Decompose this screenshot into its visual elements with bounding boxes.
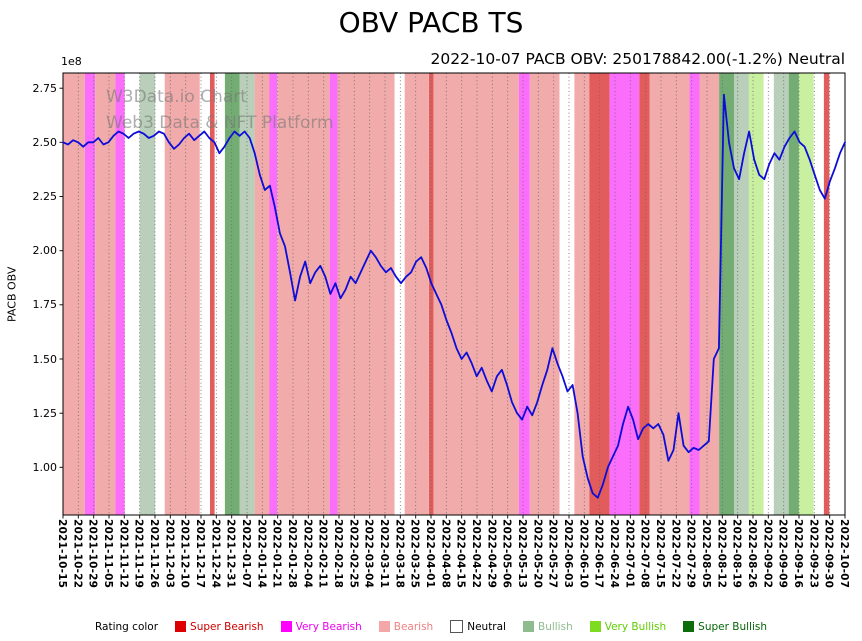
rating-band-very_bearish	[609, 73, 640, 515]
rating-band-neutral	[124, 73, 140, 515]
legend-swatch	[522, 621, 534, 632]
rating-band-very_bearish	[115, 73, 125, 515]
rating-band-bearish	[277, 73, 330, 515]
legend-item-very-bearish: Very Bearish	[280, 620, 362, 633]
rating-band-super_bearish	[589, 73, 610, 515]
legend-item-very-bullish: Very Bullish	[589, 620, 667, 633]
rating-band-super_bearish	[210, 73, 215, 515]
rating-band-neutral	[155, 73, 165, 515]
legend-item-label: Bearish	[393, 620, 434, 633]
rating-legend: Rating color Super Bearish Very Bearish Be…	[0, 620, 862, 633]
rating-band-super_bullish	[224, 73, 240, 515]
rating-band-bearish	[529, 73, 560, 515]
rating-band-super_bearish	[639, 73, 650, 515]
legend-swatch	[589, 621, 601, 632]
rating-band-very_bearish	[518, 73, 530, 515]
legend-item-neutral: Neutral	[450, 620, 506, 633]
chart-subtitle: 2022-10-07 PACB OBV: 250178842.00(-1.2%)…	[430, 50, 845, 68]
legend-title: Rating color	[94, 620, 159, 633]
rating-band-very_bearish	[689, 73, 700, 515]
rating-band-bearish	[433, 73, 519, 515]
legend-item-bullish: Bullish	[522, 620, 573, 633]
y-axis-offset-text: 1e8	[61, 55, 82, 68]
rating-band-bearish	[164, 73, 200, 515]
legend-item-bearish: Bearish	[378, 620, 434, 633]
rating-band-bearish	[574, 73, 590, 515]
rating-band-bullish	[239, 73, 255, 515]
rating-band-very_bearish	[84, 73, 96, 515]
rating-band-neutral	[813, 73, 824, 515]
rating-band-very_bearish	[269, 73, 278, 515]
rating-band-bearish	[699, 73, 720, 515]
obv-line	[62, 93, 846, 499]
legend-swatch	[683, 621, 695, 632]
legend-item-label: Neutral	[467, 620, 506, 633]
rating-band-very_bearish	[329, 73, 338, 515]
rating-band-bullish	[773, 73, 789, 515]
rating-band-bearish	[254, 73, 270, 515]
rating-band-bearish	[337, 73, 395, 515]
legend-item-label: Very Bullish	[604, 620, 667, 633]
rating-band-neutral	[763, 73, 774, 515]
legend-swatch	[378, 621, 390, 632]
rating-band-bullish	[139, 73, 156, 515]
rating-band-bearish	[95, 73, 116, 515]
rating-band-bearish	[649, 73, 690, 515]
rating-band-neutral	[214, 73, 225, 515]
rating-band-neutral	[394, 73, 405, 515]
rating-band-neutral	[829, 73, 845, 515]
legend-swatch	[450, 620, 464, 633]
rating-band-neutral	[199, 73, 210, 515]
legend-item-label: Bullish	[537, 620, 573, 633]
rating-band-super_bearish	[823, 73, 830, 515]
legend-swatch	[280, 621, 292, 632]
legend-swatch	[175, 621, 187, 632]
legend-item-super-bullish: Super Bullish	[683, 621, 767, 633]
rating-band-bearish	[404, 73, 429, 515]
rating-band-neutral	[559, 73, 575, 515]
legend-item-label: Super Bearish	[190, 620, 264, 633]
axes-frame	[62, 72, 846, 516]
rating-band-super_bullish	[719, 73, 734, 515]
rating-band-bearish	[63, 73, 85, 515]
rating-band-super_bullish	[788, 73, 799, 515]
rating-band-very_bullish	[798, 73, 814, 515]
rating-band-super_bearish	[429, 73, 434, 515]
rating-band-very_bullish	[748, 73, 764, 515]
legend-item-label: Very Bearish	[295, 620, 362, 633]
legend-item-super-bearish: Super Bearish	[175, 621, 264, 633]
chart-title: OBV PACB TS	[338, 6, 524, 39]
legend-item-label: Super Bullish	[698, 620, 768, 633]
